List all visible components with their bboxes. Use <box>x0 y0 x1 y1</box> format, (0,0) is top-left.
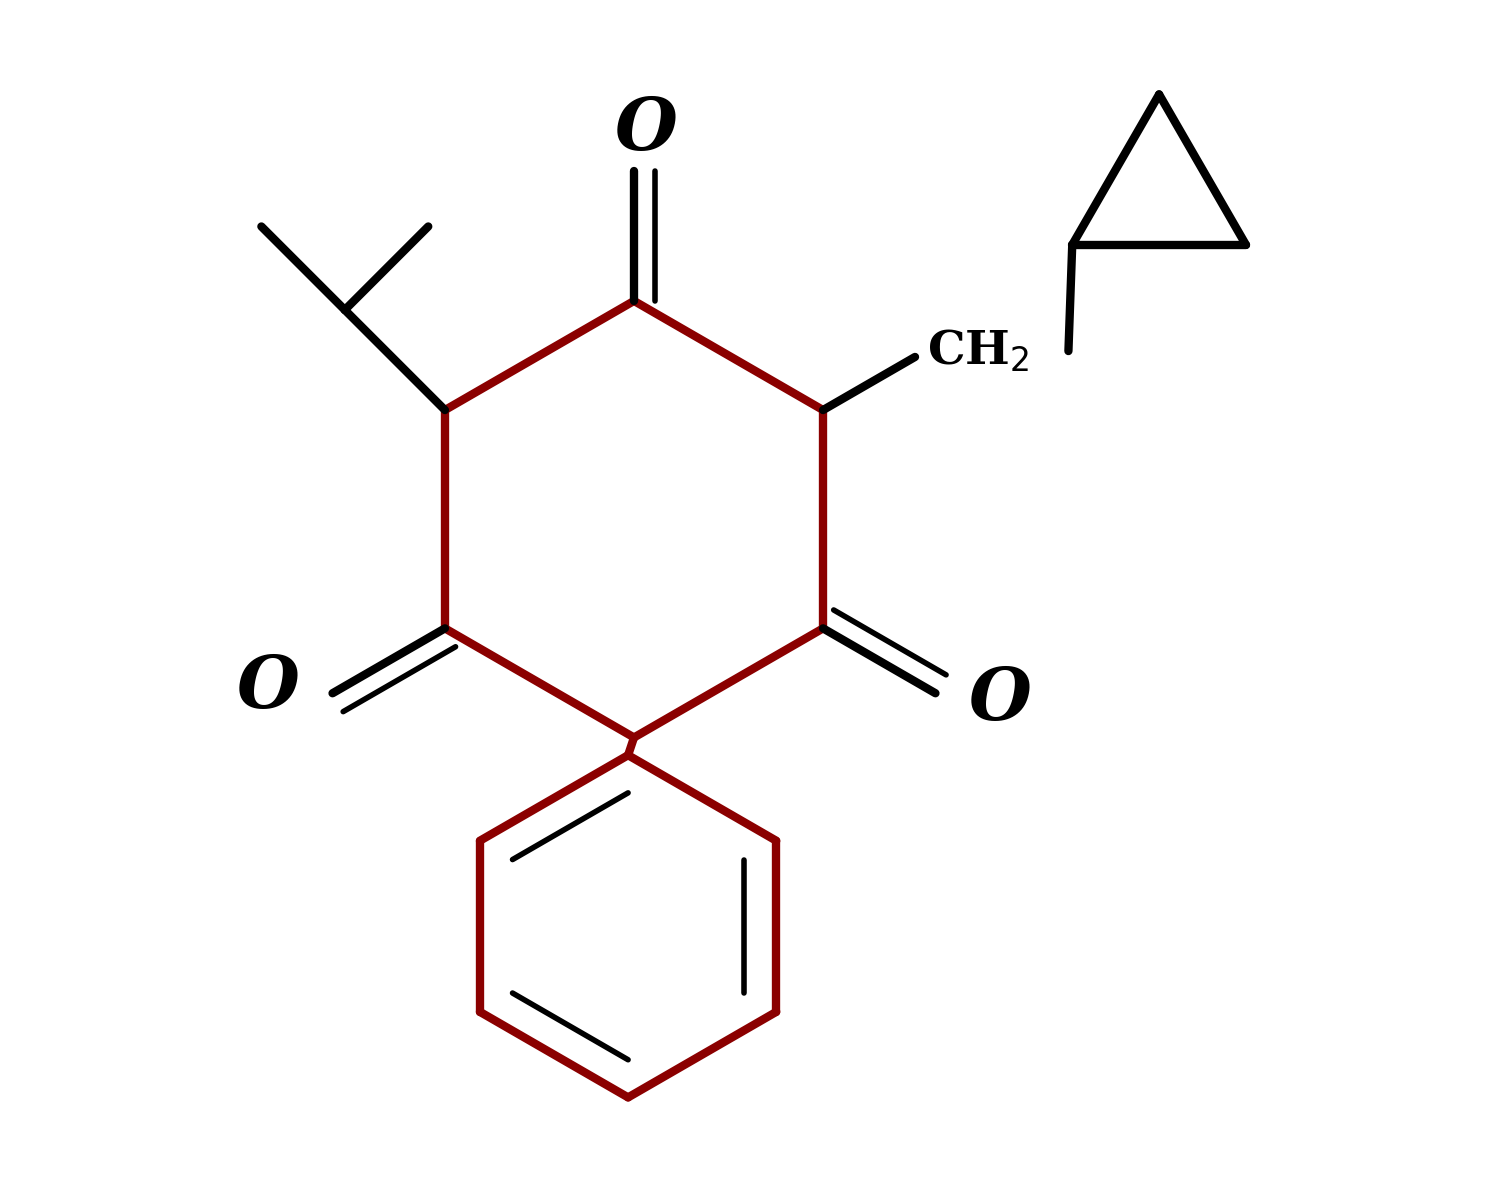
Text: O: O <box>614 94 677 165</box>
Text: CH$_2$: CH$_2$ <box>926 328 1029 374</box>
Text: O: O <box>236 651 299 723</box>
Text: O: O <box>969 663 1032 735</box>
